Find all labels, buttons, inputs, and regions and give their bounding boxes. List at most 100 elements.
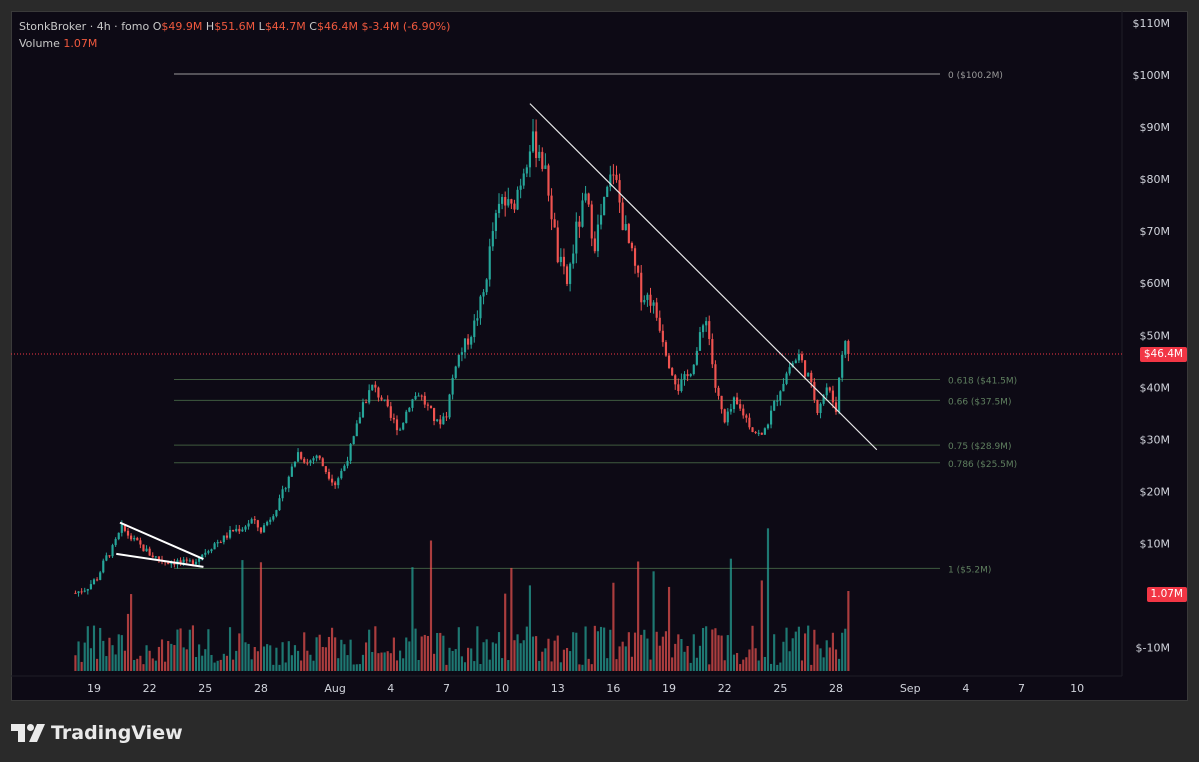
x-tick-label: 25: [773, 682, 787, 695]
volume-bar: [167, 640, 170, 671]
close-value: $46.4M: [316, 20, 358, 33]
candle-body: [133, 537, 136, 540]
candle-body: [797, 354, 800, 361]
volume-bar: [646, 638, 649, 671]
y-tick-label: $30M: [1140, 433, 1171, 446]
candle-body: [596, 224, 600, 252]
volume-bar: [154, 660, 157, 671]
volume-bar: [445, 664, 448, 671]
candle-body: [513, 203, 516, 210]
volume-bar: [794, 631, 797, 671]
candle-body: [247, 523, 250, 527]
volume-bar: [547, 638, 550, 671]
chart-panel[interactable]: [11, 11, 1188, 701]
candle-body: [173, 562, 176, 565]
fib-level-label: 0.618 ($41.5M): [948, 376, 1017, 386]
candle-body: [408, 407, 411, 412]
y-tick-label: $60M: [1140, 277, 1171, 290]
candle-body: [238, 528, 241, 532]
volume-bar: [776, 664, 779, 671]
interval-label: 4h: [96, 20, 111, 33]
candle-body: [216, 542, 219, 544]
candle-body: [689, 373, 692, 377]
candle-body: [683, 374, 686, 380]
volume-bar: [627, 632, 630, 671]
volume-bar: [315, 637, 318, 671]
volume-bar: [467, 647, 470, 671]
candle-body: [96, 579, 99, 581]
candle-body: [340, 470, 343, 479]
candle-body: [395, 419, 399, 431]
open-label: O: [152, 20, 162, 33]
volume-bar: [470, 648, 473, 671]
x-tick-label: 25: [198, 682, 212, 695]
volume-bar: [349, 639, 352, 671]
volume-bar: [831, 632, 834, 671]
volume-bar: [414, 628, 417, 671]
tradingview-logo[interactable]: TradingView: [11, 718, 183, 748]
volume-bar: [742, 659, 745, 671]
volume-bar: [392, 637, 395, 671]
candle-body: [726, 411, 729, 423]
candle-body: [720, 395, 723, 410]
volume-bar: [497, 632, 501, 671]
candle-body: [553, 219, 556, 228]
candle-body: [757, 432, 760, 434]
volume-bar: [680, 639, 683, 671]
candle-body: [494, 213, 497, 232]
last-price-tag: $46.4M: [1139, 347, 1187, 362]
volume-bar: [442, 635, 445, 671]
candle-body: [621, 202, 624, 231]
volume-bar: [219, 659, 222, 671]
y-tick-label: $50M: [1140, 329, 1171, 342]
volume-bar: [145, 645, 148, 671]
candle-body: [92, 579, 96, 585]
x-tick-label: 28: [254, 682, 268, 695]
volume-bar: [117, 634, 120, 671]
volume-bar: [763, 656, 766, 671]
candle-body: [603, 196, 606, 216]
candle-body: [126, 530, 130, 536]
volume-bar: [355, 664, 358, 671]
candle-body: [429, 405, 433, 409]
candle-body: [482, 292, 485, 297]
volume-bar: [732, 654, 736, 671]
volume-bar: [686, 646, 689, 671]
candle-body: [618, 180, 621, 203]
candle-body: [556, 227, 559, 263]
candle-body: [504, 197, 507, 206]
candle-body: [705, 321, 708, 326]
candle-body: [364, 402, 368, 404]
volume-bar: [606, 658, 609, 671]
candle-body: [637, 265, 640, 273]
volume-bar: [364, 642, 368, 671]
volume-bar: [352, 664, 355, 671]
volume-bar: [538, 660, 541, 671]
candle-body: [643, 299, 646, 303]
candle-body: [377, 387, 380, 398]
volume-bar: [83, 642, 86, 671]
candle-body: [154, 556, 157, 558]
candle-body: [343, 465, 346, 471]
volume-bar: [757, 660, 760, 671]
candle-body: [108, 555, 111, 557]
candle-body: [232, 530, 235, 532]
volume-bar: [705, 626, 708, 671]
candle-body: [742, 408, 745, 416]
volume-bar: [92, 625, 96, 671]
candle-body: [151, 555, 154, 558]
candle-body: [751, 427, 754, 432]
volume-bar: [247, 643, 250, 671]
volume-bar: [807, 625, 810, 671]
volume-bar: [473, 661, 476, 671]
volume-bar: [86, 626, 89, 671]
candle-body: [148, 548, 151, 556]
candle-body: [615, 174, 618, 181]
candle-body: [525, 167, 528, 174]
candle-body: [188, 560, 191, 562]
candle-body: [411, 399, 414, 408]
volume-bar: [720, 635, 723, 671]
candle-body: [139, 540, 142, 545]
fib-level-label: 0.66 ($37.5M): [948, 397, 1011, 407]
